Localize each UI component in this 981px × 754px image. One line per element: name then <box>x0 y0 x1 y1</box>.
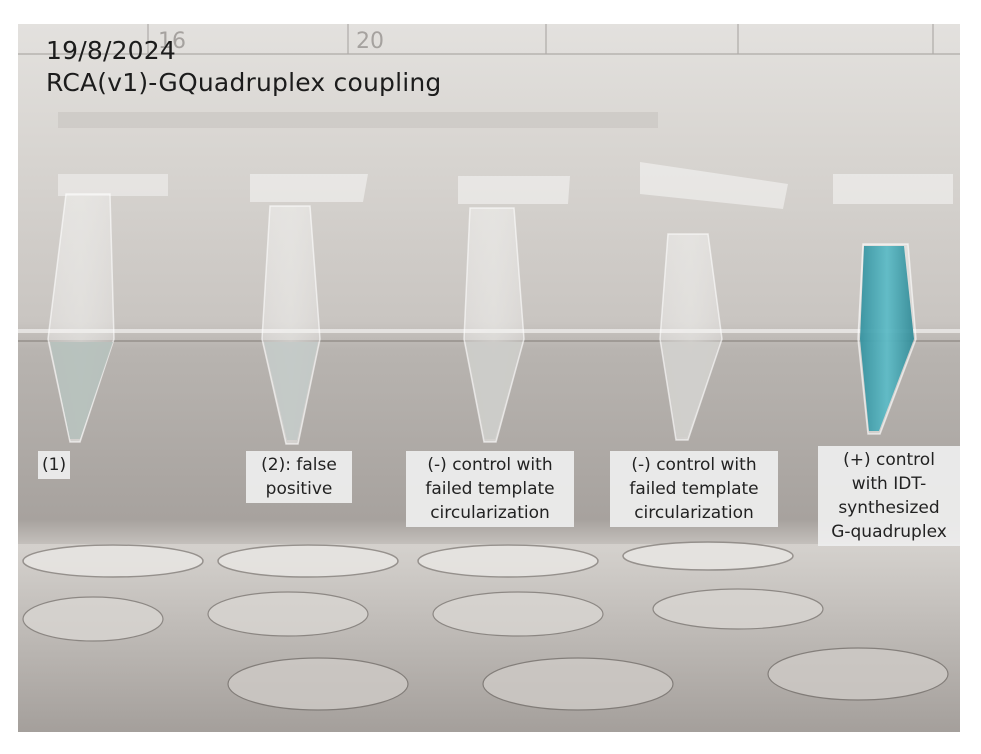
tube-1 <box>47 174 168 443</box>
tube-5-label-line-3: synthesized <box>838 498 940 518</box>
tube-4-label-line-1: (-) control with <box>631 455 757 475</box>
tube-2 <box>250 174 368 445</box>
tube-5-liquid <box>860 246 914 431</box>
tube-3 <box>458 176 570 443</box>
background-ruler <box>18 24 960 55</box>
tube-1-label: (1) <box>38 451 71 479</box>
photo-title: RCA(v1)-GQuadruplex coupling <box>46 68 442 97</box>
tube-2-label: (2): false positive <box>246 451 352 503</box>
photo-date: 19/8/2024 <box>46 36 176 65</box>
tube-5-label-line-4: G-quadruplex <box>831 522 947 542</box>
ruler-mark-16: 16 <box>158 29 186 54</box>
tube-4-liquid <box>662 342 720 437</box>
tube-photograph: 16 20 <box>18 24 960 732</box>
tube-5 <box>833 174 953 435</box>
tube-3-label: (-) control with failed template circula… <box>406 451 574 527</box>
photo-scene: 16 20 <box>18 24 960 732</box>
tube-1-liquid <box>50 342 113 439</box>
tube-2-label-line-1: (2): false <box>261 455 337 475</box>
tube-3-label-line-3: circularization <box>430 503 550 523</box>
tube-3-label-line-2: failed template <box>425 479 555 499</box>
tube-4-label-line-2: failed template <box>629 479 759 499</box>
tube-5-label-line-2: with IDT- <box>851 474 927 494</box>
tube-row <box>47 162 953 445</box>
tube-4 <box>640 162 788 441</box>
tube-5-label: (+) control with IDT- synthesized G-quad… <box>818 446 960 546</box>
tube-4-label-line-3: circularization <box>634 503 754 523</box>
tube-2-liquid <box>264 342 318 440</box>
rack-wells <box>18 541 960 732</box>
tube-1-label-line-1: (1) <box>42 455 67 475</box>
tube-4-label: (-) control with failed template circula… <box>610 451 778 527</box>
tube-3-label-line-1: (-) control with <box>427 455 553 475</box>
tube-3-liquid <box>466 342 522 439</box>
blurred-background-text <box>58 112 658 128</box>
tube-2-label-line-2: positive <box>265 479 333 499</box>
ruler-mark-20: 20 <box>356 29 384 54</box>
tube-5-label-line-1: (+) control <box>843 450 935 470</box>
